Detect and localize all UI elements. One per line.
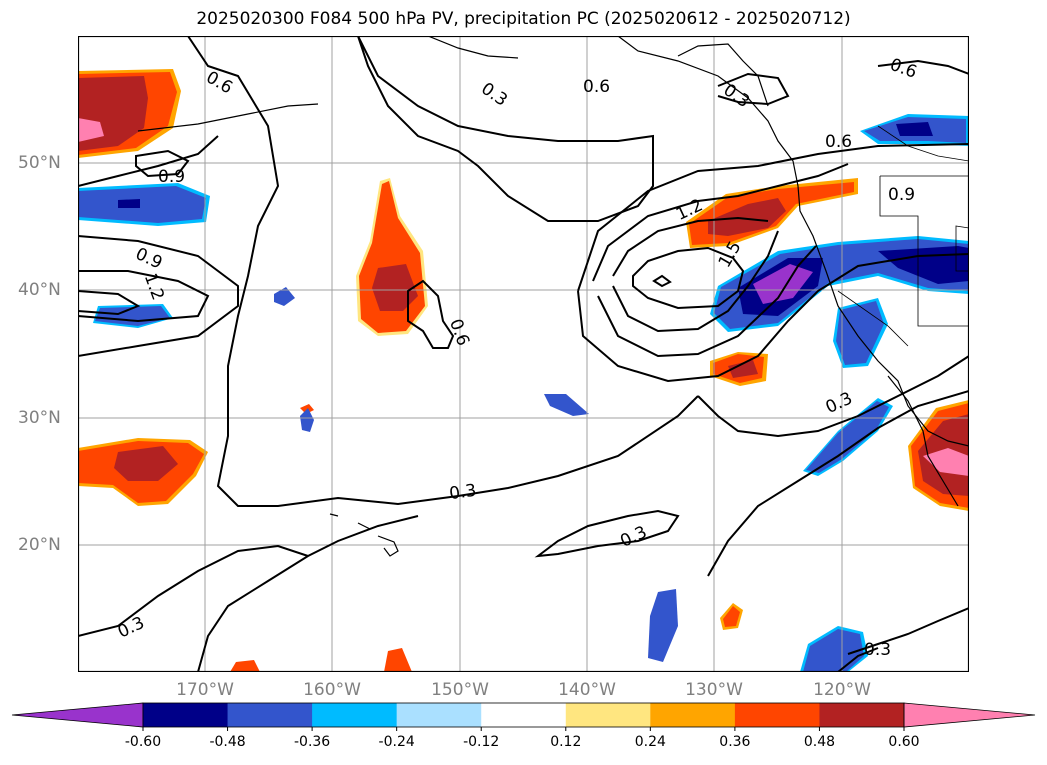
precip-blob	[118, 199, 140, 208]
precip-blob	[544, 394, 589, 416]
coastlines	[137, 36, 969, 557]
contour-label: 0.6	[583, 77, 610, 97]
colorbar-segment	[819, 703, 905, 727]
lat-tick-label: 50°N	[18, 153, 61, 173]
colorbar-segments	[11, 702, 1036, 728]
precip-blob	[896, 122, 933, 136]
contour-label: 0.9	[132, 244, 165, 274]
lon-tick-label: 120°W	[813, 680, 871, 700]
colorbar-segment	[312, 703, 398, 727]
colorbar-tick-label: 0.24	[635, 734, 666, 750]
colorbar-segment	[143, 703, 229, 727]
contour-label: 1.2	[140, 271, 168, 303]
colorbar-segment	[396, 703, 482, 727]
contour-label: 0.3	[719, 80, 753, 112]
colorbar-tick-label: 0.36	[719, 734, 750, 750]
precip-blob	[230, 660, 260, 672]
precip-blob	[923, 448, 969, 476]
precip-blob	[836, 301, 884, 365]
precip-blob	[708, 198, 786, 236]
precip-blob	[372, 264, 418, 311]
map-panel: 0.6 0.9 0.9 1.2 0.3 0.6 0.6 0.3 0.6 0.9 …	[78, 36, 969, 672]
pv-contours	[78, 36, 969, 672]
lat-tick-label: 20°N	[18, 535, 61, 555]
colorbar-extend-left	[11, 702, 144, 728]
colorbar-segment	[565, 703, 651, 727]
contour-label: 0.6	[203, 68, 236, 99]
contour-label: 0.3	[477, 79, 511, 111]
precip-blob	[78, 186, 206, 223]
precip-blob	[78, 118, 104, 142]
map-frame	[78, 36, 969, 672]
contour-label: 0.6	[887, 55, 919, 83]
precip-blob	[300, 408, 314, 432]
precip-blob	[806, 401, 889, 473]
contour-label: 0.9	[888, 185, 915, 205]
lat-tick-label: 30°N	[18, 408, 61, 428]
lon-tick-label: 140°W	[558, 680, 616, 700]
lon-tick-label: 170°W	[176, 680, 234, 700]
colorbar-ticks: -0.60 -0.48 -0.36 -0.24 -0.12 0.12 0.24 0.36 0.4…	[125, 727, 920, 750]
contour-labels: 0.6 0.9 0.9 1.2 0.3 0.6 0.6 0.3 0.6 0.9 …	[115, 55, 920, 660]
colorbar-segment	[734, 703, 820, 727]
lon-tick-label: 130°W	[685, 680, 743, 700]
colorbar-tick-label: -0.48	[209, 734, 245, 750]
precipitation-shading	[78, 69, 969, 672]
precip-blob	[723, 606, 740, 627]
precip-blob	[753, 264, 813, 304]
precip-blob	[274, 287, 295, 306]
contour-label: 0.6	[825, 132, 852, 152]
colorbar-outline	[142, 702, 905, 728]
colorbar: -0.60 -0.48 -0.36 -0.24 -0.12 0.12 0.24 0.36 0.4…	[11, 702, 1036, 750]
colorbar-segment	[650, 703, 736, 727]
lon-tick-label: 160°W	[303, 680, 361, 700]
colorbar-tick-label: -0.24	[379, 734, 415, 750]
contour-label: 0.3	[864, 640, 891, 660]
precip-blob	[728, 360, 758, 378]
contour-label: 0.3	[823, 389, 856, 419]
precip-blob	[95, 306, 170, 326]
map-title: 2025020300 F084 500 hPa PV, precipitatio…	[196, 9, 851, 29]
precip-blob	[648, 589, 678, 662]
colorbar-tick-label: -0.60	[125, 734, 161, 750]
contour-label: 0.3	[115, 613, 148, 643]
lat-tick-label: 40°N	[18, 280, 61, 300]
colorbar-extend-right	[903, 702, 1036, 728]
precip-blob	[803, 629, 864, 672]
precip-blob	[114, 446, 178, 481]
precip-blob	[384, 648, 412, 672]
colorbar-tick-label: 0.60	[888, 734, 919, 750]
contour-label: 0.3	[617, 522, 650, 552]
lon-tick-label: 150°W	[431, 680, 489, 700]
colorbar-segment	[481, 703, 567, 727]
contour-label: 0.9	[158, 167, 185, 187]
colorbar-segment	[227, 703, 313, 727]
contour-label: 0.3	[448, 481, 478, 505]
colorbar-tick-label: -0.12	[463, 734, 499, 750]
colorbar-tick-label: 0.12	[550, 734, 581, 750]
colorbar-tick-label: -0.36	[294, 734, 330, 750]
colorbar-tick-label: 0.48	[804, 734, 835, 750]
